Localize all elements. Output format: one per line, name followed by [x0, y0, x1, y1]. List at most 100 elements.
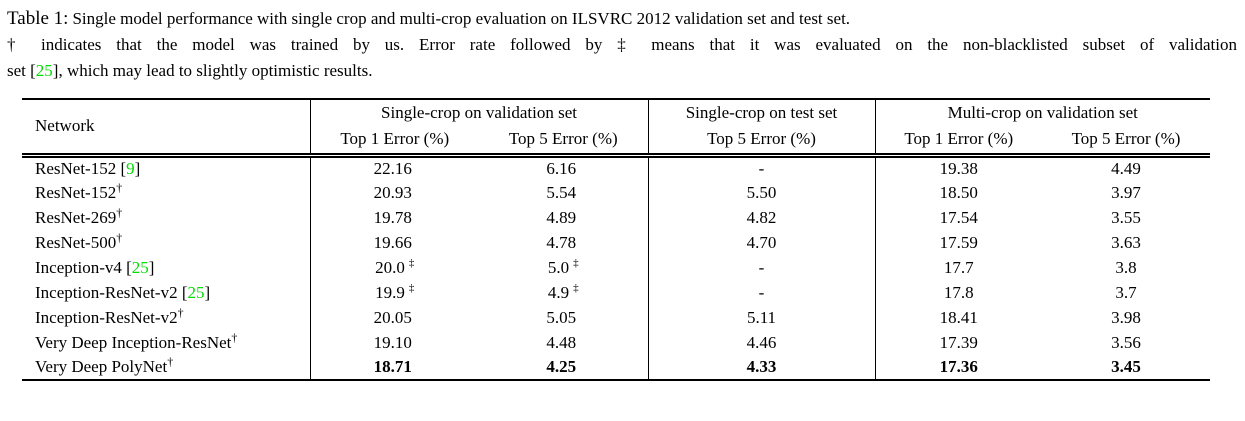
- cell-test-top5: 4.70: [647, 230, 875, 255]
- citation-link[interactable]: 25: [131, 257, 149, 277]
- cell-test-top5: 5.11: [647, 305, 875, 330]
- cell-multi-top1: 17.59: [874, 230, 1042, 255]
- ddagger-sup: ‡: [408, 256, 415, 269]
- network-label: ResNet-500: [35, 232, 117, 252]
- caption-line-2: † indicates that the model was trained b…: [7, 32, 1237, 58]
- cell-test-top5: -: [647, 255, 875, 280]
- network-label: Inception-ResNet-v2: [35, 307, 178, 327]
- header-top1-multi: Top 1 Error (%): [874, 126, 1042, 158]
- cell-val-top5: 4.25: [546, 357, 577, 376]
- network-name: Inception-v4 [25]: [22, 255, 310, 280]
- network-name: ResNet-152 [9]: [22, 155, 310, 180]
- cell-multi-top1: 18.50: [874, 180, 1042, 205]
- network-name: Very Deep Inception-ResNet†: [22, 330, 310, 355]
- cell-val-top5: 5.05: [546, 307, 577, 327]
- bracket-close: ]: [134, 158, 141, 178]
- header-top1-val: Top 1 Error (%): [309, 126, 479, 158]
- cell-val-top5: 4.9 ‡: [547, 281, 579, 302]
- cell-multi-top5: 3.55: [1111, 207, 1141, 227]
- cell-val-top5: 6.16: [546, 158, 577, 178]
- cell-val-top1: 19.10: [309, 330, 479, 355]
- header-top5-val: Top 5 Error (%): [479, 126, 648, 158]
- cell-val-top1: 19.78: [309, 205, 479, 230]
- cell-multi-top1: 17.39: [874, 330, 1042, 355]
- cell-val-top5: 5.0 ‡: [547, 256, 579, 277]
- network-name: ResNet-152†: [22, 180, 310, 205]
- header-group-row: Network Single-crop on validation set Si…: [22, 99, 1210, 158]
- cell-val-top1: 19.66: [309, 230, 479, 255]
- cell-test-top5: -: [647, 155, 875, 180]
- cell-multi-top1: 17.8: [874, 280, 1042, 305]
- cell-multi-top5: 3.7: [1115, 282, 1137, 302]
- network-name: ResNet-269†: [22, 205, 310, 230]
- table-header: Network Single-crop on validation set Si…: [22, 99, 1210, 158]
- cell-multi-top5: 3.63: [1111, 232, 1141, 252]
- header-subrow: Top 1 Error (%) Top 5 Error (%) Top 5 Er…: [22, 126, 1210, 158]
- cell-test-top5: 4.46: [647, 330, 875, 355]
- table-row-verydeep-polynet: Very Deep PolyNet† 18.71 4.25 4.33 17.36…: [22, 355, 1210, 380]
- results-table: Network Single-crop on validation set Si…: [22, 98, 1210, 381]
- cell-test-top5: 5.50: [647, 180, 875, 205]
- caption-text-4: ], which may lead to slightly optimistic…: [52, 61, 373, 80]
- header-group-singlecrop-test: Single-crop on test set: [647, 99, 875, 126]
- network-name: Inception-ResNet-v2 [25]: [22, 280, 310, 305]
- bracket-close: ]: [148, 257, 155, 277]
- table-caption: Table 1: Single model performance with si…: [7, 6, 1237, 84]
- cell-multi-top5: 4.49: [1111, 158, 1141, 178]
- cell-val-top5: 4.89: [546, 207, 577, 227]
- cell-multi-top1: 17.36: [874, 355, 1042, 380]
- dagger-sup: †: [167, 354, 174, 369]
- ddagger-sup: ‡: [573, 256, 579, 269]
- caption-text-3: set [: [7, 61, 36, 80]
- cell-val-top1: 19.9 ‡: [309, 280, 479, 305]
- cell-val-top1: 20.05: [309, 305, 479, 330]
- network-name: Very Deep PolyNet†: [22, 355, 310, 380]
- cell-multi-top5: 3.56: [1111, 332, 1141, 352]
- dagger-sup: †: [231, 329, 238, 344]
- table-row-resnet269: ResNet-269† 19.78 4.89 4.82 17.54 3.55: [22, 205, 1210, 230]
- table-body: ResNet-152 [9] 22.16 6.16 - 19.38 4.49 R…: [22, 155, 1210, 380]
- citation-link[interactable]: 9: [126, 158, 135, 178]
- cell-test-top5: -: [647, 280, 875, 305]
- cell-multi-top1: 17.7: [874, 255, 1042, 280]
- cell-test-top5: 4.82: [647, 205, 875, 230]
- dagger-sup: †: [177, 304, 184, 319]
- cell-val-top5: 5.54: [546, 182, 577, 202]
- header-group-singlecrop-val: Single-crop on validation set: [309, 99, 648, 126]
- table-row-resnet152-cited: ResNet-152 [9] 22.16 6.16 - 19.38 4.49: [22, 155, 1210, 180]
- network-label: Inception-ResNet-v2 [: [35, 282, 188, 302]
- dagger-sup: †: [116, 204, 123, 219]
- network-label: Inception-v4 [: [35, 257, 132, 277]
- header-network: Network: [22, 99, 310, 158]
- caption-line-1: Table 1: Single model performance with si…: [7, 6, 1237, 32]
- network-label: ResNet-269: [35, 207, 117, 227]
- network-label: ResNet-152 [: [35, 158, 127, 178]
- cell-multi-top1: 17.54: [874, 205, 1042, 230]
- caption-text-1: Single model performance with single cro…: [72, 9, 851, 28]
- caption-text-2: † indicates that the model was trained b…: [7, 35, 1237, 54]
- network-name: ResNet-500†: [22, 230, 310, 255]
- cell-multi-top1: 19.38: [874, 155, 1042, 180]
- header-top5-multi: Top 5 Error (%): [1042, 126, 1210, 158]
- cell-val-top1: 20.93: [309, 180, 479, 205]
- header-group-multicrop-val: Multi-crop on validation set: [874, 99, 1210, 126]
- cell-test-top5: 4.33: [647, 355, 875, 380]
- table-row-inception-resnet-v2-cited: Inception-ResNet-v2 [25] 19.9 ‡ 4.9 ‡ - 17…: [22, 280, 1210, 305]
- network-name: Inception-ResNet-v2†: [22, 305, 310, 330]
- network-label: ResNet-152: [35, 182, 117, 202]
- citation-link-25[interactable]: 25: [35, 61, 53, 80]
- cell-val-top1: 18.71: [309, 355, 479, 380]
- network-label: Very Deep Inception-ResNet: [35, 332, 232, 352]
- cell-multi-top1: 18.41: [874, 305, 1042, 330]
- cell-val-top5: 4.48: [546, 332, 577, 352]
- citation-link[interactable]: 25: [187, 282, 205, 302]
- table-row-resnet152-ours: ResNet-152† 20.93 5.54 5.50 18.50 3.97: [22, 180, 1210, 205]
- table-row-verydeep-inception-resnet: Very Deep Inception-ResNet† 19.10 4.48 4…: [22, 330, 1210, 355]
- caption-line-3: set [25], which may lead to slightly opt…: [7, 58, 1237, 84]
- cell-multi-top5: 3.8: [1115, 257, 1137, 277]
- cell-multi-top5: 3.98: [1111, 307, 1141, 327]
- cell-val-top5: 4.78: [546, 232, 577, 252]
- header-top5-test: Top 5 Error (%): [647, 126, 875, 158]
- network-label: Very Deep PolyNet: [35, 357, 168, 376]
- caption-label: Table 1:: [7, 8, 69, 29]
